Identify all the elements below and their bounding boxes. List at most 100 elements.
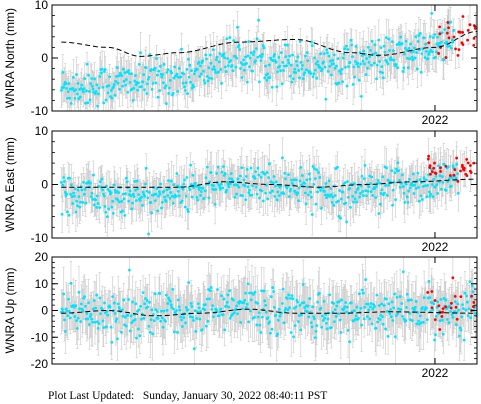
data-point bbox=[330, 201, 334, 204]
data-point bbox=[291, 53, 295, 57]
data-point bbox=[329, 187, 332, 190]
data-point bbox=[204, 53, 208, 57]
data-point bbox=[296, 191, 300, 195]
data-point bbox=[61, 70, 65, 74]
data-point bbox=[181, 187, 185, 191]
data-point bbox=[238, 48, 242, 51]
data-point bbox=[296, 55, 300, 59]
data-point bbox=[232, 39, 236, 42]
data-point bbox=[337, 81, 341, 85]
data-point bbox=[361, 59, 365, 63]
data-point bbox=[81, 90, 85, 94]
outlier-point bbox=[466, 28, 470, 32]
data-point bbox=[449, 46, 453, 50]
data-point bbox=[145, 189, 149, 193]
data-point bbox=[431, 36, 435, 39]
outlier-point bbox=[459, 169, 462, 173]
data-point bbox=[367, 60, 371, 64]
data-point bbox=[450, 38, 454, 42]
data-point bbox=[118, 200, 121, 204]
data-point bbox=[428, 50, 431, 54]
data-point bbox=[380, 188, 384, 192]
data-point bbox=[342, 52, 346, 56]
data-point bbox=[134, 199, 138, 202]
data-point bbox=[112, 83, 116, 86]
data-point bbox=[434, 174, 438, 178]
data-point bbox=[238, 174, 242, 178]
data-point bbox=[90, 77, 93, 80]
data-point bbox=[353, 197, 357, 201]
data-point bbox=[79, 200, 82, 204]
data-point bbox=[300, 174, 304, 177]
panel-1: 10 0 -10 2022 WNRA East (mm) bbox=[3, 124, 478, 254]
y-axis-title: WNRA North (mm) bbox=[3, 8, 17, 108]
data-point bbox=[242, 178, 246, 182]
data-point bbox=[209, 61, 213, 65]
data-point bbox=[246, 54, 250, 58]
data-point bbox=[339, 216, 342, 220]
panel-1-data bbox=[59, 137, 477, 238]
data-point bbox=[171, 91, 175, 95]
data-point bbox=[155, 57, 158, 60]
data-point bbox=[216, 165, 220, 169]
data-point bbox=[65, 96, 69, 100]
data-point bbox=[75, 199, 79, 203]
data-point bbox=[211, 48, 215, 52]
data-point bbox=[89, 82, 93, 86]
data-point bbox=[293, 190, 297, 194]
data-point bbox=[255, 192, 259, 196]
data-point bbox=[245, 168, 249, 171]
data-point bbox=[441, 180, 445, 184]
data-point bbox=[75, 92, 79, 96]
data-point bbox=[183, 205, 187, 209]
data-point bbox=[157, 69, 161, 73]
data-point bbox=[417, 186, 420, 189]
data-point bbox=[233, 195, 237, 199]
data-point bbox=[329, 73, 333, 77]
data-point bbox=[323, 190, 326, 193]
data-point bbox=[413, 183, 417, 187]
data-point bbox=[420, 52, 424, 56]
data-point bbox=[162, 189, 166, 193]
data-point bbox=[240, 166, 244, 170]
data-point bbox=[282, 69, 285, 72]
data-point bbox=[333, 194, 337, 197]
data-point bbox=[417, 199, 421, 203]
data-point bbox=[229, 59, 233, 62]
x-tick-label: 2022 bbox=[422, 240, 449, 254]
data-point bbox=[247, 40, 251, 43]
data-point bbox=[86, 101, 90, 105]
data-point bbox=[336, 57, 340, 61]
data-point bbox=[160, 75, 164, 79]
data-point bbox=[297, 69, 301, 72]
data-point bbox=[366, 66, 369, 70]
data-point bbox=[446, 45, 450, 48]
outlier-point bbox=[447, 26, 451, 30]
data-point bbox=[128, 80, 132, 84]
data-point bbox=[298, 76, 301, 80]
data-point bbox=[92, 203, 96, 207]
data-point bbox=[315, 168, 319, 172]
data-point bbox=[406, 200, 410, 204]
data-point bbox=[414, 35, 418, 39]
data-point bbox=[387, 49, 391, 52]
data-point bbox=[448, 44, 452, 48]
data-point bbox=[81, 200, 85, 204]
data-point bbox=[122, 197, 126, 201]
data-point bbox=[279, 51, 283, 55]
data-point bbox=[374, 196, 378, 199]
data-point bbox=[91, 87, 95, 91]
data-point bbox=[440, 31, 444, 35]
data-points bbox=[59, 154, 476, 236]
outlier-point bbox=[466, 161, 470, 165]
data-point bbox=[134, 74, 137, 77]
data-point bbox=[325, 48, 329, 52]
data-point bbox=[375, 185, 378, 188]
data-point bbox=[175, 72, 179, 76]
data-point bbox=[344, 44, 348, 48]
data-point bbox=[90, 191, 94, 195]
data-point bbox=[201, 59, 205, 63]
data-point bbox=[170, 179, 173, 183]
data-point bbox=[248, 188, 251, 192]
data-point bbox=[100, 177, 104, 181]
